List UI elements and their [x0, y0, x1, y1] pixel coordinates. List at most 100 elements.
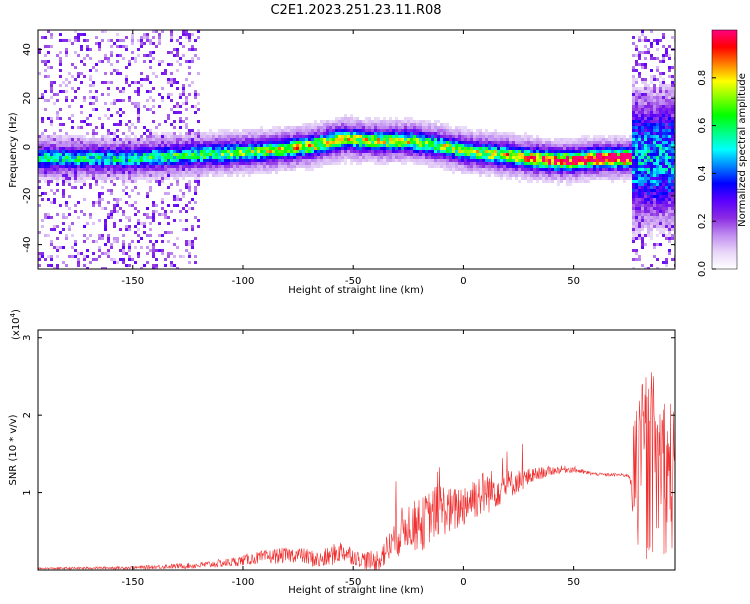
spectrogram-cell	[206, 138, 209, 141]
spectrogram-cell	[74, 66, 77, 69]
spectrogram-cell	[128, 84, 131, 87]
spectrogram-cell	[380, 135, 383, 138]
spectrogram-cell	[578, 177, 581, 180]
spectrogram-cell	[86, 144, 89, 147]
spectrogram-cell	[668, 234, 671, 237]
spectrogram-cell	[593, 174, 596, 177]
spectrogram-cell	[557, 156, 560, 159]
spectrogram-cell	[137, 210, 140, 213]
spectrogram-cell	[593, 168, 596, 171]
spectrogram-cell	[641, 240, 644, 243]
spectrogram-cell	[644, 180, 647, 183]
spectrogram-cell	[218, 132, 221, 135]
spectrogram-cell	[101, 141, 104, 144]
spectrogram-cell	[173, 162, 176, 165]
spectrogram-cell	[125, 180, 128, 183]
spectrogram-cell	[665, 156, 668, 159]
spectrogram-cell	[566, 141, 569, 144]
spectrogram-cell	[296, 144, 299, 147]
spectrogram-cell	[653, 222, 656, 225]
spectrogram-cell	[77, 54, 80, 57]
spectrogram-cell	[527, 168, 530, 171]
spectrogram-cell	[134, 135, 137, 138]
spectrogram-cell	[434, 129, 437, 132]
spectrogram-cell	[272, 129, 275, 132]
spectrogram-cell	[380, 150, 383, 153]
spectrogram-cell	[170, 210, 173, 213]
spectrogram-cell	[641, 198, 644, 201]
spectrogram-cell	[152, 201, 155, 204]
spectrogram-cell	[491, 162, 494, 165]
spectrogram-cell	[191, 132, 194, 135]
spectrogram-cell	[650, 117, 653, 120]
spectrogram-cell	[650, 153, 653, 156]
spectrogram-cell	[152, 216, 155, 219]
spectrogram-cell	[77, 87, 80, 90]
spectrogram-cell	[428, 129, 431, 132]
snr-x-ticks: -150 -100 -50 0 50	[121, 330, 580, 588]
spectrogram-cell	[668, 105, 671, 108]
spectrogram-cell	[317, 123, 320, 126]
spectrogram-cell	[662, 213, 665, 216]
spectrogram-cell	[296, 159, 299, 162]
spectrogram-cell	[71, 126, 74, 129]
spectrogram-cell	[179, 57, 182, 60]
spectrogram-cell	[188, 33, 191, 36]
spectrogram-cell	[383, 159, 386, 162]
spectrogram-cell	[650, 45, 653, 48]
spectrogram-cell	[185, 150, 188, 153]
spectrogram-cell	[347, 120, 350, 123]
spectrogram-cell	[59, 69, 62, 72]
spectrogram-cell	[119, 207, 122, 210]
spectrogram-cell	[161, 132, 164, 135]
spectrogram-cell	[662, 186, 665, 189]
spectrogram-cell	[362, 129, 365, 132]
spectrogram-cell	[356, 123, 359, 126]
spectrogram-cell	[305, 144, 308, 147]
spectrogram-cell	[116, 171, 119, 174]
spectrogram-cell	[173, 177, 176, 180]
spectrogram-cell	[641, 90, 644, 93]
spectrogram-cell	[272, 162, 275, 165]
spectrogram-cell	[521, 144, 524, 147]
spectrogram-cell	[365, 120, 368, 123]
spectrogram-cell	[638, 192, 641, 195]
spectrogram-cell	[122, 180, 125, 183]
spectrogram-cell	[392, 135, 395, 138]
spectrogram-cell	[128, 60, 131, 63]
spectrogram-cell	[101, 198, 104, 201]
spectrogram-cell	[659, 111, 662, 114]
spectrogram-cell	[551, 174, 554, 177]
spectrogram-cell	[500, 147, 503, 150]
spectrogram-cell	[647, 93, 650, 96]
spectrogram-cell	[65, 99, 68, 102]
spectrogram-cell	[59, 63, 62, 66]
spectrogram-cell	[191, 150, 194, 153]
spectrogram-cell	[668, 216, 671, 219]
spectrogram-cell	[635, 96, 638, 99]
spectrogram-cell	[167, 204, 170, 207]
spectrogram-cell	[467, 150, 470, 153]
spectrogram-cell	[275, 168, 278, 171]
spectrogram-cell	[128, 96, 131, 99]
spectrogram-cell	[257, 141, 260, 144]
spectrogram-cell	[485, 135, 488, 138]
spectrogram-cell	[140, 135, 143, 138]
spectrogram-cell	[656, 57, 659, 60]
spectrogram-cell	[443, 168, 446, 171]
spectrogram-cell	[380, 141, 383, 144]
spectrogram-cell	[149, 60, 152, 63]
spectrogram-cell	[299, 132, 302, 135]
spectrogram-cell	[647, 120, 650, 123]
spectrogram-cell	[632, 165, 635, 168]
spectrogram-cell	[665, 225, 668, 228]
spectrogram-cell	[218, 129, 221, 132]
spectrogram-cell	[599, 135, 602, 138]
spectrogram-cell	[65, 54, 68, 57]
spectrogram-cell	[320, 129, 323, 132]
spectrogram-cell	[53, 102, 56, 105]
spectrogram-cell	[317, 150, 320, 153]
spectrogram-cell	[323, 132, 326, 135]
spectrogram-cell	[494, 129, 497, 132]
spectrogram-cell	[146, 234, 149, 237]
